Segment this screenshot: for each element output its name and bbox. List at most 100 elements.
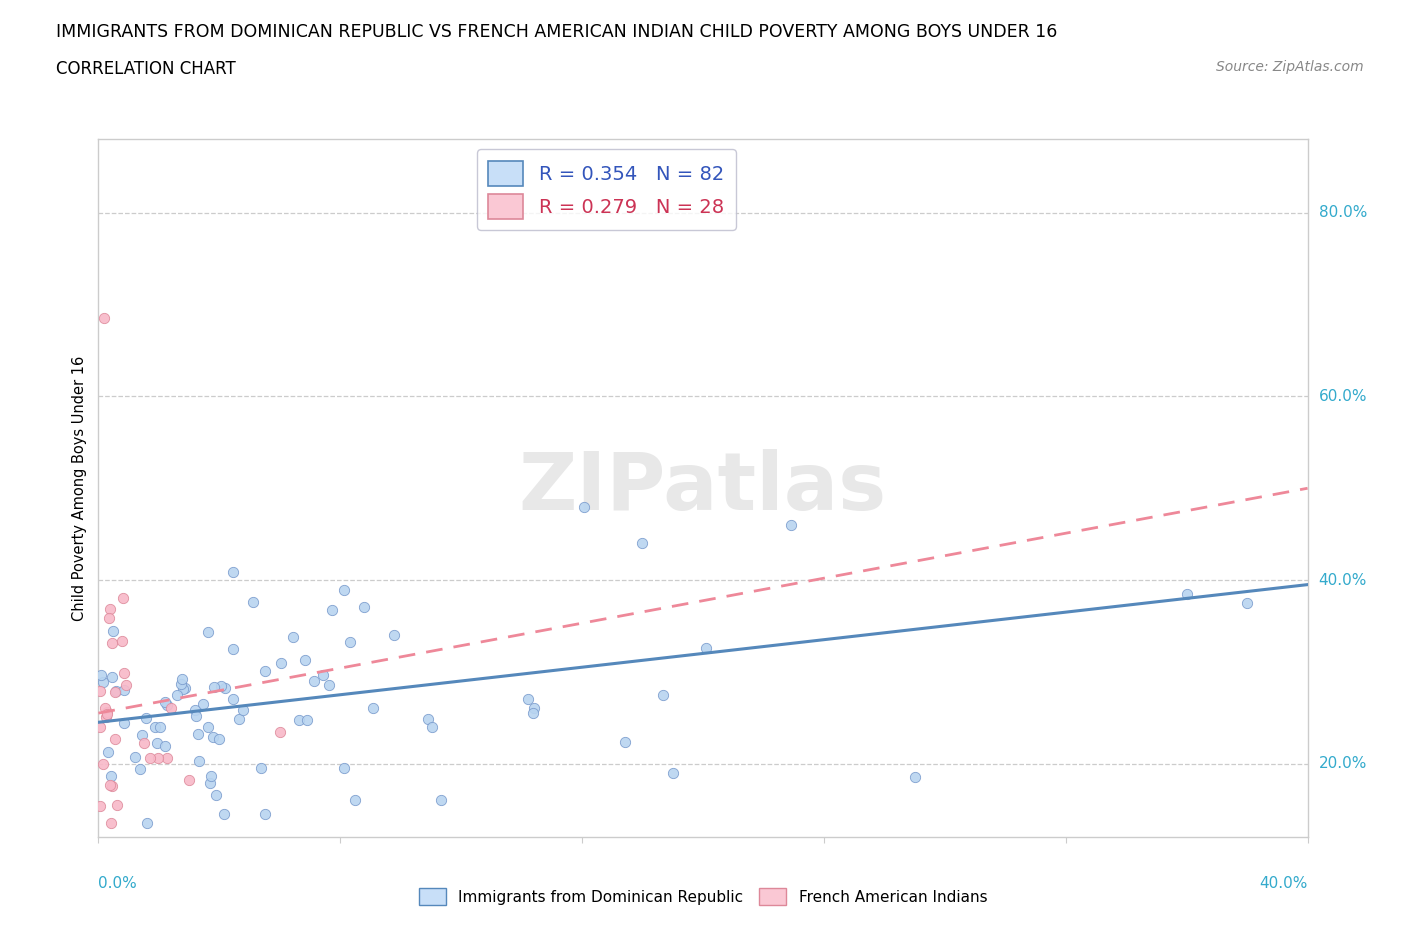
Point — [156, 751, 179, 765]
Point — [139, 751, 162, 765]
Point — [250, 761, 273, 776]
Point — [104, 684, 127, 699]
Point — [89, 720, 111, 735]
Point — [124, 750, 146, 764]
Point — [143, 720, 166, 735]
Point — [96, 704, 118, 719]
Point — [105, 797, 128, 812]
Point — [201, 730, 224, 745]
Point — [131, 728, 153, 743]
Text: Source: ZipAtlas.com: Source: ZipAtlas.com — [1216, 60, 1364, 74]
Point — [270, 656, 292, 671]
Point — [311, 668, 333, 683]
Point — [281, 630, 304, 644]
Point — [294, 652, 316, 667]
Point — [661, 765, 683, 780]
Y-axis label: Child Poverty Among Boys Under 16: Child Poverty Among Boys Under 16 — [72, 355, 87, 621]
Point — [96, 707, 118, 722]
Point — [295, 712, 318, 727]
Point — [200, 769, 222, 784]
Point — [184, 702, 207, 717]
Point — [177, 773, 200, 788]
Point — [205, 788, 228, 803]
Point — [253, 806, 276, 821]
Point — [651, 687, 673, 702]
Text: 0.0%: 0.0% — [98, 876, 138, 891]
Point — [429, 792, 451, 807]
Point — [97, 611, 120, 626]
Text: 40.0%: 40.0% — [1319, 573, 1367, 588]
Point — [339, 634, 361, 649]
Point — [114, 677, 136, 692]
Point — [253, 663, 276, 678]
Point — [155, 695, 177, 710]
Point — [172, 671, 194, 686]
Point — [101, 624, 124, 639]
Point — [613, 735, 636, 750]
Text: 60.0%: 60.0% — [1319, 389, 1367, 404]
Point — [184, 709, 207, 724]
Point — [333, 761, 356, 776]
Point — [104, 732, 127, 747]
Point — [101, 670, 124, 684]
Point — [1236, 595, 1258, 610]
Point — [631, 536, 654, 551]
Point — [155, 738, 177, 753]
Point — [695, 641, 717, 656]
Point — [197, 625, 219, 640]
Point — [94, 700, 117, 715]
Point — [136, 816, 159, 830]
Point — [187, 726, 209, 741]
Point — [160, 700, 183, 715]
Point — [222, 565, 245, 579]
Text: 20.0%: 20.0% — [1319, 756, 1367, 771]
Point — [332, 583, 354, 598]
Point — [146, 751, 169, 765]
Point — [134, 736, 156, 751]
Point — [198, 776, 221, 790]
Point — [89, 799, 111, 814]
Point — [344, 793, 367, 808]
Point — [522, 706, 544, 721]
Point — [89, 684, 111, 698]
Point — [104, 684, 127, 698]
Point — [232, 703, 254, 718]
Point — [197, 720, 219, 735]
Point — [517, 692, 540, 707]
Point — [111, 633, 134, 648]
Point — [188, 754, 211, 769]
Point — [98, 777, 121, 792]
Point — [228, 711, 250, 726]
Text: 40.0%: 40.0% — [1260, 876, 1308, 891]
Point — [202, 680, 225, 695]
Point — [353, 600, 375, 615]
Point — [321, 603, 343, 618]
Point — [382, 628, 405, 643]
Point — [111, 591, 134, 605]
Text: IMMIGRANTS FROM DOMINICAN REPUBLIC VS FRENCH AMERICAN INDIAN CHILD POVERTY AMONG: IMMIGRANTS FROM DOMINICAN REPUBLIC VS FR… — [56, 23, 1057, 41]
Point — [222, 642, 245, 657]
Point — [572, 499, 595, 514]
Point — [523, 700, 546, 715]
Point — [112, 715, 135, 730]
Point — [418, 711, 440, 726]
Point — [112, 683, 135, 698]
Point — [304, 673, 326, 688]
Point — [318, 678, 340, 693]
Point — [135, 711, 157, 725]
Text: ZIPatlas: ZIPatlas — [519, 449, 887, 527]
Point — [100, 635, 122, 650]
Point — [904, 770, 927, 785]
Text: 80.0%: 80.0% — [1319, 206, 1367, 220]
Point — [288, 712, 311, 727]
Point — [100, 768, 122, 783]
Point — [214, 681, 236, 696]
Text: CORRELATION CHART: CORRELATION CHART — [56, 60, 236, 78]
Point — [90, 668, 112, 683]
Point — [112, 666, 135, 681]
Point — [91, 757, 114, 772]
Point — [174, 680, 197, 695]
Point — [208, 732, 231, 747]
Point — [100, 816, 122, 830]
Point — [422, 719, 444, 734]
